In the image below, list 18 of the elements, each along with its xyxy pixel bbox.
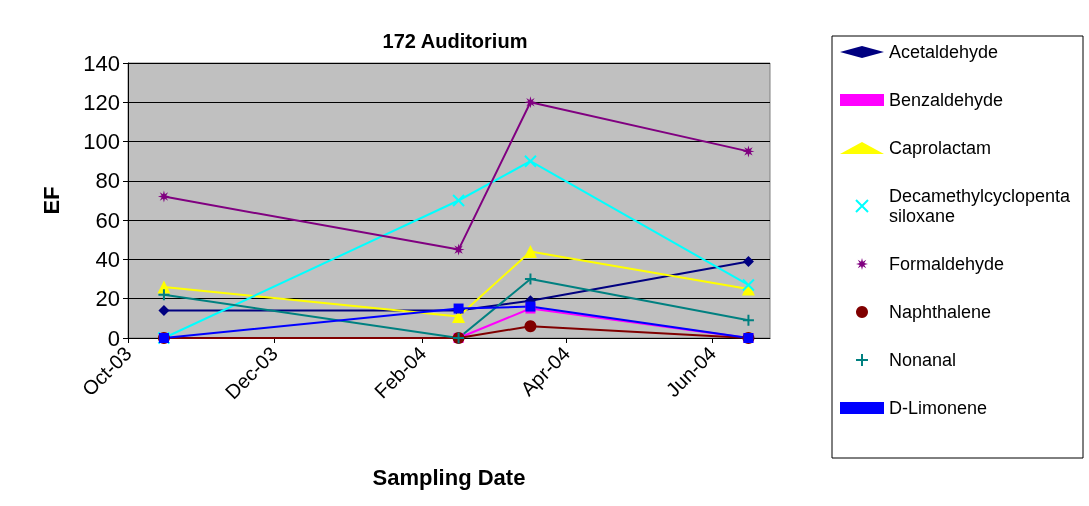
legend-label: Acetaldehyde — [889, 42, 999, 62]
legend-label: Caprolactam — [889, 138, 992, 158]
legend-label: Nonanal — [889, 350, 957, 370]
legend-label: Formaldehyde — [889, 254, 1005, 274]
y-tick-label: 20 — [95, 286, 120, 312]
y-axis-title: EF — [38, 186, 64, 215]
y-tick-label: 40 — [95, 246, 120, 272]
legend-label: D-Limonene — [889, 398, 988, 418]
x-axis-title: Sampling Date — [372, 464, 526, 490]
y-tick-label: 120 — [83, 89, 120, 115]
y-tick-label: 100 — [83, 129, 120, 155]
legend-label: Naphthalene — [889, 302, 992, 322]
y-tick-label: 80 — [95, 168, 120, 194]
legend-label: Benzaldehyde — [889, 90, 1004, 110]
chart-title: 172 Auditorium — [382, 30, 528, 52]
legend-label: Decamethylcyclopentasiloxane — [889, 186, 1072, 226]
y-tick-label: 140 — [83, 50, 120, 76]
y-tick-label: 60 — [95, 207, 120, 233]
